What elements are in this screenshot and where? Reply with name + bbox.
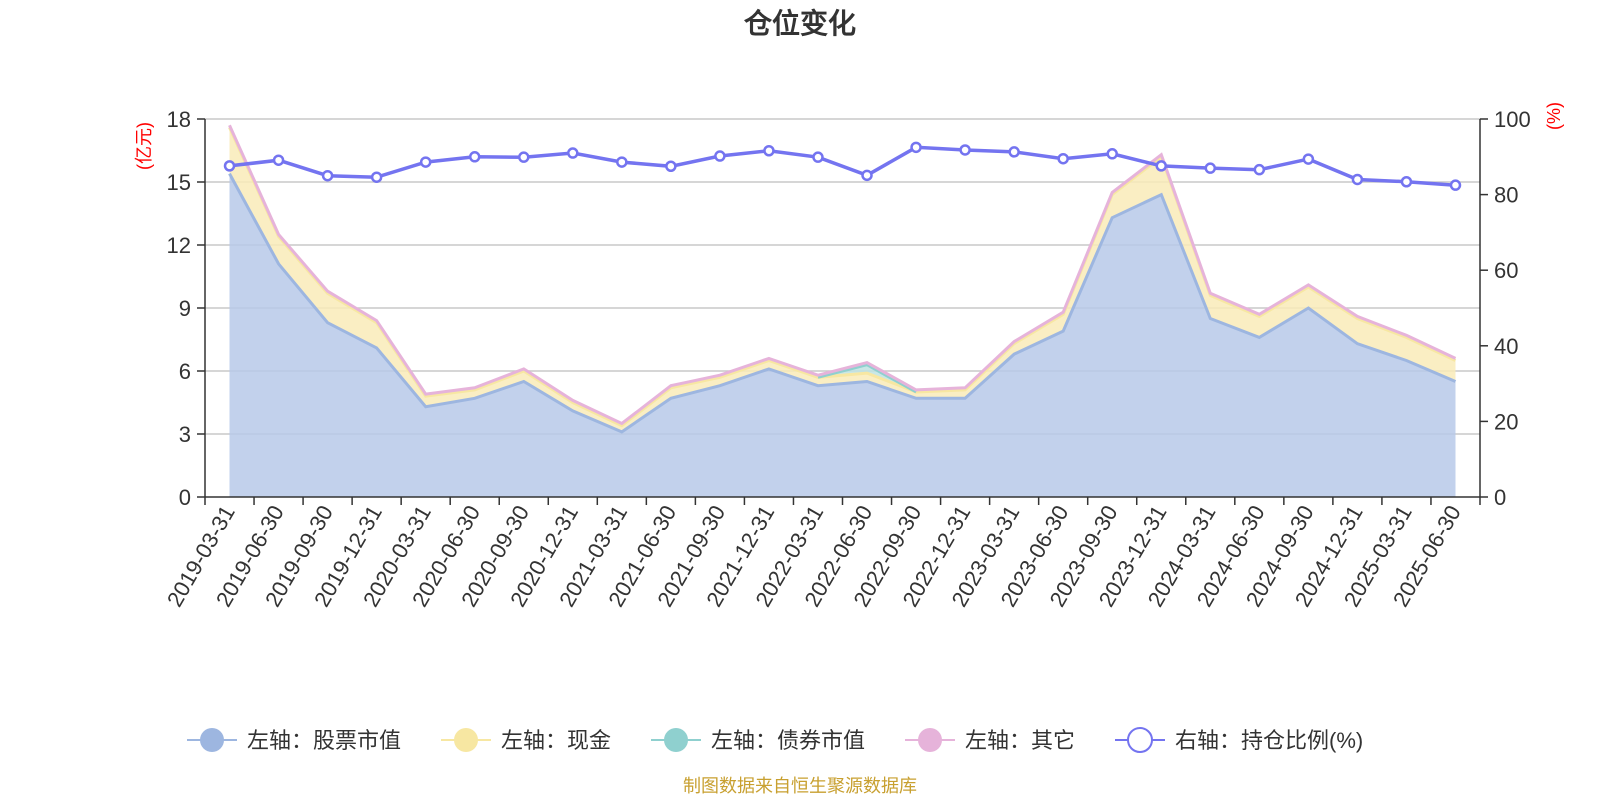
legend-marker bbox=[918, 728, 942, 752]
legend-label: 左轴：债券市值 bbox=[711, 728, 865, 753]
left-tick-label: 9 bbox=[179, 296, 191, 321]
legend-label: 右轴：持仓比例(%) bbox=[1175, 728, 1363, 753]
line-stack-top bbox=[228, 172, 1457, 434]
position-ratio-point bbox=[1204, 162, 1217, 174]
left-tick-label: 3 bbox=[179, 422, 191, 447]
position-ratio-point bbox=[812, 151, 824, 163]
legend-item: 左轴：其它 bbox=[905, 728, 1075, 753]
legend-label: 左轴：股票市值 bbox=[247, 728, 401, 753]
position-ratio-point bbox=[1449, 179, 1462, 191]
area-series bbox=[229, 125, 1456, 497]
right-tick-label: 0 bbox=[1494, 485, 1506, 510]
left-axis-unit: (亿元) bbox=[134, 122, 154, 170]
right-tick-label: 60 bbox=[1494, 258, 1518, 283]
legend-marker bbox=[664, 728, 688, 752]
position-ratio-point bbox=[616, 156, 628, 168]
area-9db6e0 bbox=[229, 173, 1456, 497]
legend-item: 左轴：债券市值 bbox=[651, 728, 865, 753]
position-ratio-point bbox=[1155, 160, 1167, 172]
left-tick-label: 12 bbox=[167, 233, 191, 258]
legend-marker bbox=[200, 728, 224, 752]
position-ratio-point bbox=[910, 141, 922, 154]
legend-item: 左轴：现金 bbox=[441, 728, 611, 753]
legend-marker bbox=[1127, 727, 1153, 753]
position-ratio-point bbox=[567, 147, 579, 159]
left-tick-label: 6 bbox=[179, 359, 191, 384]
position-ratio-point bbox=[518, 151, 530, 163]
position-ratio-point bbox=[370, 171, 383, 183]
position-ratio-point bbox=[1302, 153, 1315, 165]
position-ratio-point bbox=[1008, 146, 1020, 158]
position-ratio-line bbox=[229, 145, 1456, 187]
position-ratio-point bbox=[763, 145, 775, 157]
position-ratio-point bbox=[223, 160, 236, 172]
source-note: 制图数据来自恒生聚源数据库 bbox=[683, 776, 917, 796]
line-stack-top bbox=[228, 124, 1457, 426]
right-tick-label: 40 bbox=[1494, 334, 1518, 359]
right-axis-unit: (%) bbox=[1544, 102, 1564, 130]
line-stack-top bbox=[817, 363, 917, 394]
position-ratio-point bbox=[1253, 163, 1266, 176]
right-tick-label: 100 bbox=[1494, 107, 1531, 132]
left-tick-label: 18 bbox=[167, 107, 191, 132]
chart-title: 仓位变化 bbox=[744, 7, 856, 39]
line-series bbox=[223, 124, 1462, 434]
position-ratio-point bbox=[1351, 173, 1364, 186]
legend-label: 左轴：其它 bbox=[965, 728, 1075, 753]
position-ratio-point bbox=[272, 154, 285, 166]
line-stack-top bbox=[228, 126, 1457, 428]
position-ratio-point bbox=[1106, 148, 1118, 160]
right-tick-label: 80 bbox=[1494, 183, 1518, 208]
left-tick-label: 15 bbox=[167, 170, 191, 195]
position-ratio-point bbox=[959, 144, 971, 156]
position-ratio-point bbox=[1400, 175, 1413, 188]
legend-item: 右轴：持仓比例(%) bbox=[1115, 727, 1363, 753]
right-tick-label: 20 bbox=[1494, 409, 1518, 434]
legend-item: 左轴：股票市值 bbox=[187, 728, 401, 753]
position-ratio-point bbox=[714, 150, 726, 162]
position-ratio-point bbox=[468, 151, 481, 163]
position-ratio-point bbox=[665, 160, 677, 172]
left-tick-label: 0 bbox=[179, 485, 191, 510]
legend: 左轴：股票市值 左轴：现金 左轴：债券市值 左轴：其它 右轴：持仓比例(%) bbox=[187, 727, 1363, 753]
position-ratio-point bbox=[1057, 152, 1069, 165]
position-ratio-point bbox=[419, 156, 432, 168]
legend-label: 左轴：现金 bbox=[501, 728, 611, 753]
position-ratio-point bbox=[861, 169, 873, 182]
position-ratio-point bbox=[321, 169, 334, 182]
legend-marker bbox=[454, 728, 478, 752]
